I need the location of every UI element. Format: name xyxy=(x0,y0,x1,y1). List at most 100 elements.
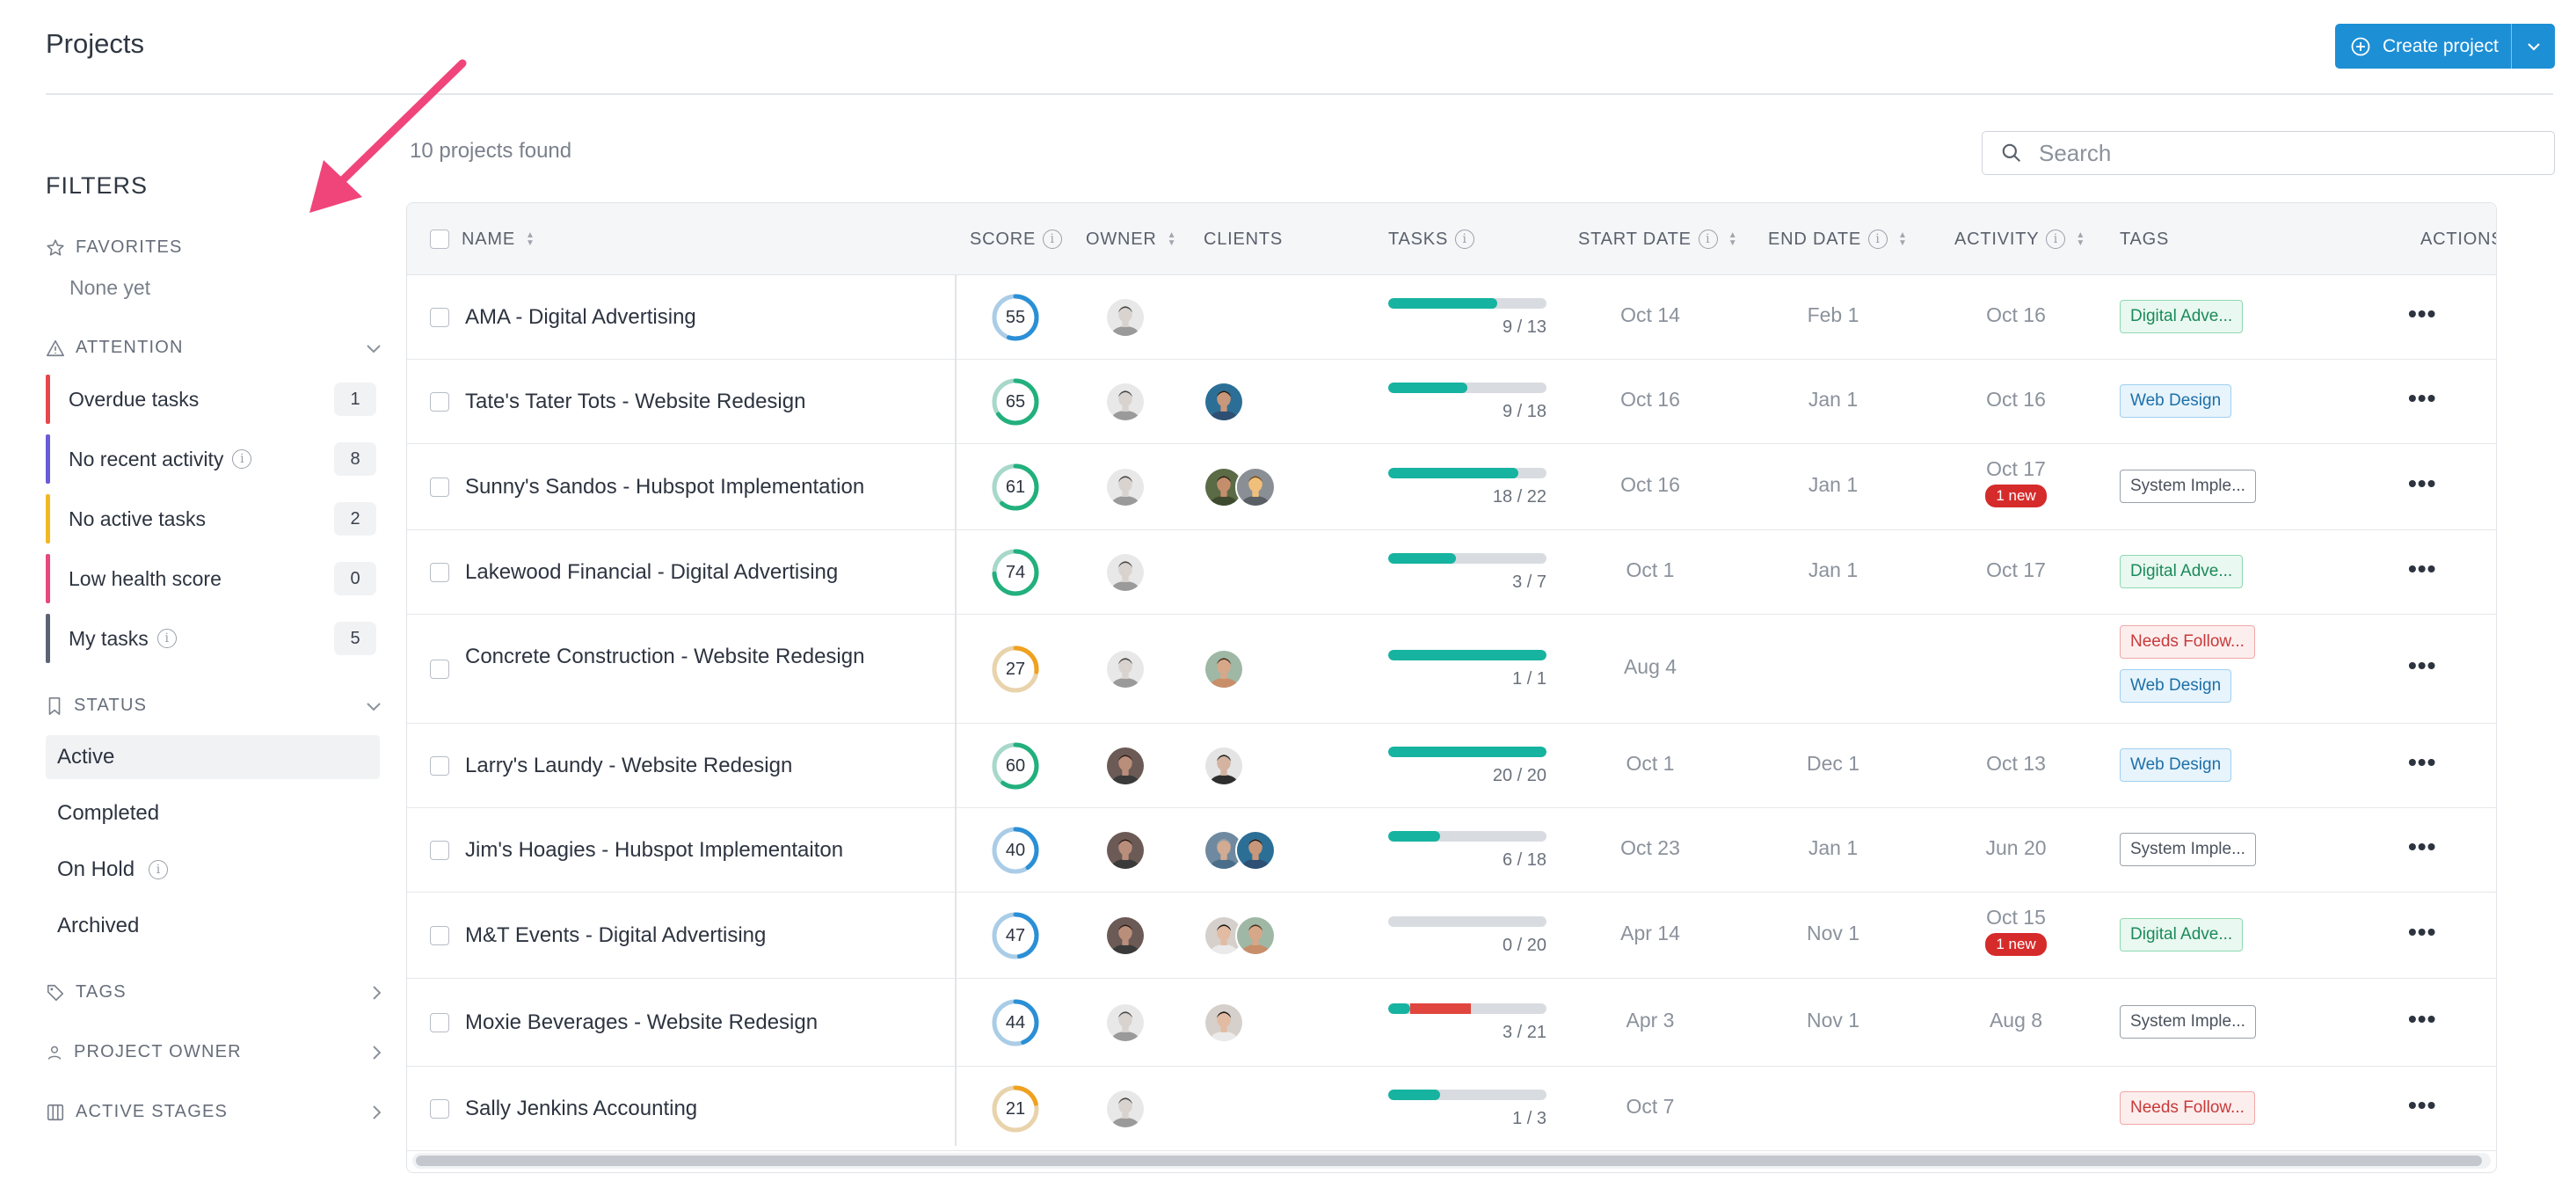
table-row[interactable]: Concrete Construction - Website Redesign… xyxy=(407,615,2496,724)
horizontal-scrollbar[interactable] xyxy=(412,1153,2491,1169)
more-actions-icon[interactable]: ••• xyxy=(2408,833,2437,860)
chevron-down-icon[interactable] xyxy=(366,701,382,711)
table-row[interactable]: Sally Jenkins Accounting 21 1 / 3 Oct 7 Need… xyxy=(407,1067,2496,1151)
search-box[interactable] xyxy=(1982,131,2555,175)
info-icon[interactable]: i xyxy=(232,449,252,469)
column-header-name[interactable]: NAME ▲ ▼ xyxy=(462,203,535,275)
project-name-cell[interactable]: Moxie Beverages - Website Redesign xyxy=(465,1005,818,1040)
project-name[interactable]: Tate's Tater Tots - Website Redesign xyxy=(465,390,806,413)
sort-icon[interactable]: ▲ ▼ xyxy=(1898,230,1908,248)
info-icon[interactable]: i xyxy=(156,629,177,648)
sort-icon[interactable]: ▲ ▼ xyxy=(2076,230,2086,248)
project-name-cell[interactable]: Sunny's Sandos - Hubspot Implementation xyxy=(465,470,864,505)
project-name-cell[interactable]: Sally Jenkins Accounting xyxy=(465,1091,697,1126)
project-name-cell[interactable]: AMA - Digital Advertising xyxy=(465,300,696,335)
attention-section-header[interactable]: ATTENTION xyxy=(46,338,382,358)
tag-badge[interactable]: Web Design xyxy=(2120,384,2232,418)
project-name[interactable]: Lakewood Financial - Digital Advertising xyxy=(465,560,839,584)
chevron-down-icon[interactable] xyxy=(366,343,382,354)
health-score[interactable]: 65 xyxy=(991,377,1040,427)
attention-item-low-health-score[interactable]: Low health score 0 xyxy=(46,554,376,603)
more-actions-icon[interactable]: ••• xyxy=(2408,384,2437,412)
table-row[interactable]: Larry's Laundy - Website Redesign 60 20 / … xyxy=(407,724,2496,808)
sort-icon[interactable]: ▲ ▼ xyxy=(525,230,535,248)
owner-avatar[interactable] xyxy=(1105,746,1146,786)
tag-badge[interactable]: System Imple... xyxy=(2120,1005,2256,1039)
table-row[interactable]: Tate's Tater Tots - Website Redesign 65 9 … xyxy=(407,360,2496,444)
project-name-cell[interactable]: Larry's Laundy - Website Redesign xyxy=(465,748,792,784)
health-score[interactable]: 44 xyxy=(991,998,1040,1047)
chevron-right-icon[interactable] xyxy=(371,985,382,1001)
project-name[interactable]: M&T Events - Digital Advertising xyxy=(465,923,767,947)
client-avatar[interactable] xyxy=(1235,467,1276,507)
more-actions-icon[interactable]: ••• xyxy=(2408,652,2437,679)
status-section-header[interactable]: STATUS xyxy=(46,696,382,716)
project-name[interactable]: Larry's Laundy - Website Redesign xyxy=(465,754,793,777)
column-header-tasks[interactable]: TASKS i xyxy=(1388,203,1475,275)
more-actions-icon[interactable]: ••• xyxy=(2408,918,2437,945)
attention-item-no-recent-activity[interactable]: No recent activity i 8 xyxy=(46,434,376,484)
info-icon[interactable]: i xyxy=(149,860,169,879)
scrollbar-thumb[interactable] xyxy=(416,1156,2482,1166)
project-name[interactable]: Sunny's Sandos - Hubspot Implementation xyxy=(465,475,865,499)
project-name-cell[interactable]: M&T Events - Digital Advertising xyxy=(465,918,766,953)
sort-icon[interactable]: ▲ ▼ xyxy=(1167,230,1177,248)
client-avatar[interactable] xyxy=(1204,915,1244,956)
health-score[interactable]: 61 xyxy=(991,463,1040,512)
project-name[interactable]: Moxie Beverages - Website Redesign xyxy=(465,1010,819,1034)
info-icon[interactable]: i xyxy=(1043,230,1063,249)
attention-item-no-active-tasks[interactable]: No active tasks 2 xyxy=(46,494,376,543)
more-actions-icon[interactable]: ••• xyxy=(2408,470,2437,497)
project-name-cell[interactable]: Tate's Tater Tots - Website Redesign xyxy=(465,384,805,419)
row-checkbox[interactable] xyxy=(430,1099,449,1119)
project-owner-section-header[interactable]: PROJECT OWNER xyxy=(46,1042,382,1062)
health-score[interactable]: 40 xyxy=(991,826,1040,875)
owner-avatar[interactable] xyxy=(1105,915,1146,956)
health-score[interactable]: 27 xyxy=(991,645,1040,694)
owner-avatar[interactable] xyxy=(1105,382,1146,422)
table-row[interactable]: M&T Events - Digital Advertising 47 0 / 20… xyxy=(407,893,2496,979)
row-checkbox[interactable] xyxy=(430,563,449,582)
row-checkbox[interactable] xyxy=(430,392,449,412)
project-name-cell[interactable]: Jim's Hoagies - Hubspot Implementaiton xyxy=(465,833,843,868)
client-avatar[interactable] xyxy=(1235,915,1276,956)
more-actions-icon[interactable]: ••• xyxy=(2408,1005,2437,1032)
create-project-dropdown[interactable] xyxy=(2511,24,2555,69)
status-item-archived[interactable]: Archived xyxy=(46,904,380,948)
owner-avatar[interactable] xyxy=(1105,467,1146,507)
create-project-main[interactable]: Create project xyxy=(2335,24,2511,69)
more-actions-icon[interactable]: ••• xyxy=(2408,555,2437,582)
tag-badge[interactable]: Needs Follow... xyxy=(2120,1091,2255,1125)
row-checkbox[interactable] xyxy=(430,841,449,860)
row-checkbox[interactable] xyxy=(430,660,449,679)
status-item-active[interactable]: Active xyxy=(46,735,380,779)
owner-avatar[interactable] xyxy=(1105,830,1146,871)
table-row[interactable]: Moxie Beverages - Website Redesign 44 3 / … xyxy=(407,979,2496,1067)
column-header-score[interactable]: SCORE i xyxy=(970,203,1063,275)
owner-avatar[interactable] xyxy=(1105,1002,1146,1043)
row-checkbox[interactable] xyxy=(430,926,449,945)
more-actions-icon[interactable]: ••• xyxy=(2408,1091,2437,1119)
health-score[interactable]: 74 xyxy=(991,548,1040,597)
table-row[interactable]: AMA - Digital Advertising 55 9 / 13 Oct 14 F… xyxy=(407,275,2496,360)
search-input[interactable] xyxy=(2039,139,2531,167)
attention-item-overdue-tasks[interactable]: Overdue tasks 1 xyxy=(46,375,376,424)
row-checkbox[interactable] xyxy=(430,308,449,327)
project-name-cell[interactable]: Concrete Construction - Website Redesign xyxy=(465,639,864,674)
tag-badge[interactable]: Digital Adve... xyxy=(2120,918,2244,951)
tag-badge[interactable]: Web Design xyxy=(2120,669,2232,703)
info-icon[interactable]: i xyxy=(1455,230,1475,249)
sort-icon[interactable]: ▲ ▼ xyxy=(1728,230,1738,248)
info-icon[interactable]: i xyxy=(2046,230,2066,249)
project-name[interactable]: Concrete Construction - Website Redesign xyxy=(465,645,865,668)
client-avatar[interactable] xyxy=(1204,382,1244,422)
tag-badge[interactable]: System Imple... xyxy=(2120,470,2256,503)
chevron-right-icon[interactable] xyxy=(371,1045,382,1061)
client-avatar[interactable] xyxy=(1204,746,1244,786)
info-icon[interactable]: i xyxy=(1698,230,1718,249)
column-header-start-date[interactable]: START DATE i ▲ ▼ xyxy=(1578,203,1737,275)
status-item-completed[interactable]: Completed xyxy=(46,791,380,835)
project-name-cell[interactable]: Lakewood Financial - Digital Advertising xyxy=(465,555,838,590)
tag-badge[interactable]: Web Design xyxy=(2120,748,2232,782)
owner-avatar[interactable] xyxy=(1105,1089,1146,1129)
